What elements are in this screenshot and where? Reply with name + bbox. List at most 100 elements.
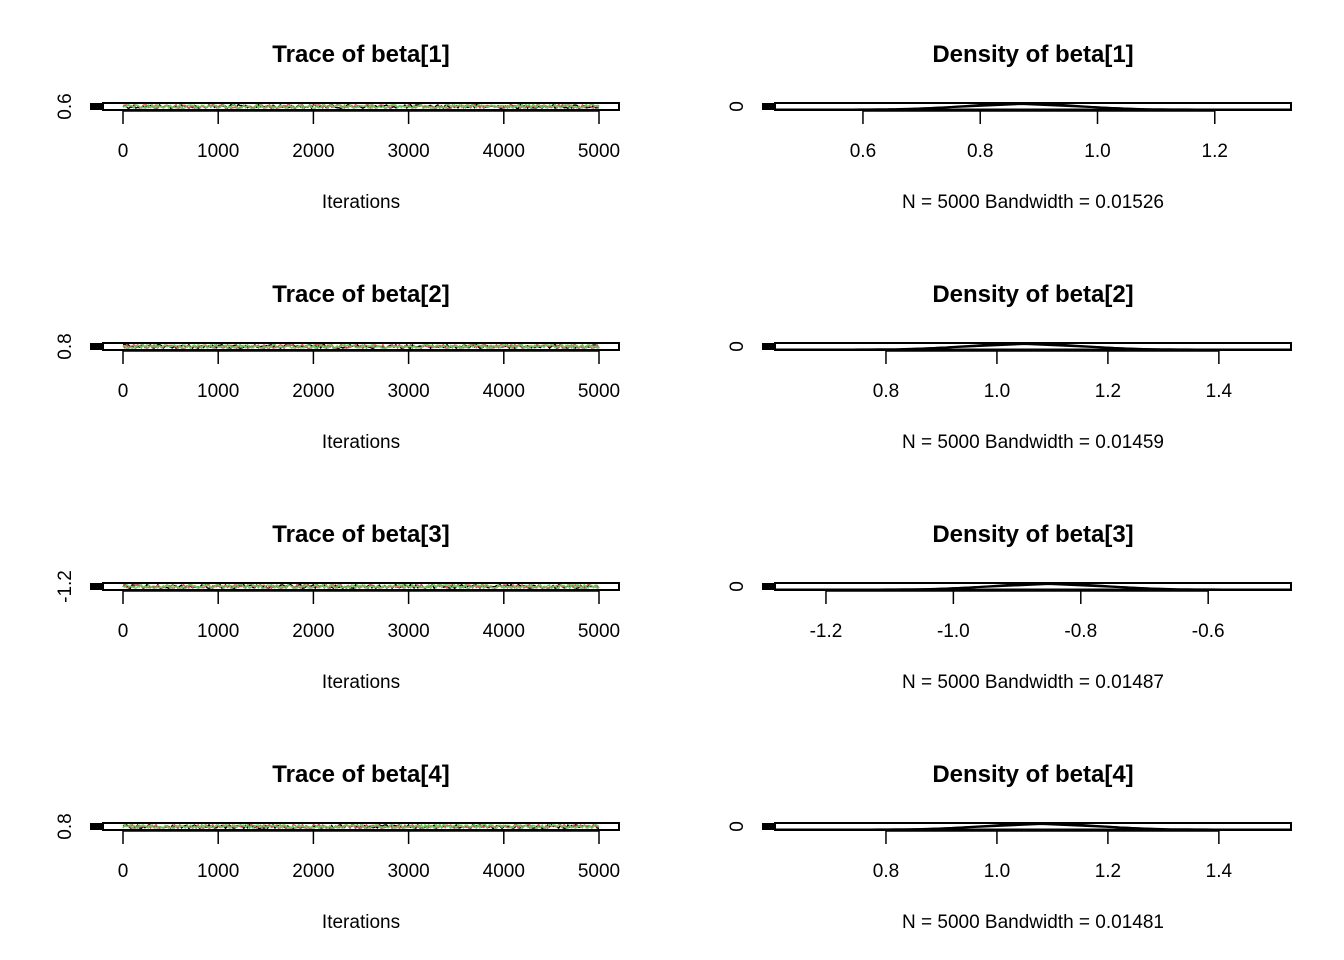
plot-frame [774,102,1292,111]
x-tick-label: 0.8 [873,861,899,882]
trace-panel-beta-1: Trace of beta[1] Iterations 0.6 0 1000 2000… [55,41,620,213]
x-tick-label: 1.2 [1095,381,1121,402]
density-panel-beta-3: Density of beta[3] N = 5000 Bandwidth = … [727,521,1292,693]
x-tick-label: 1.0 [984,381,1010,402]
x-tick-label: -1.2 [810,621,843,642]
x-tick-label: 2000 [292,141,334,162]
plot-frame [102,342,620,351]
density-title: Density of beta[3] [932,521,1133,548]
trace-line-chain-2 [122,823,600,830]
y-tick-label: 0 [727,341,748,352]
trace-xlabel: Iterations [322,432,400,453]
trace-line-chain-3 [122,343,600,350]
trace-plot-area: 0.8 0 1000 2000 3000 4000 5000 [55,333,620,402]
x-tick-label: 4000 [483,861,525,882]
x-tick-label: 1.0 [1084,141,1110,162]
trace-line-chain-3 [122,823,600,830]
x-tick-label: 0 [118,141,129,162]
density-plot-area: 0 0.6 0.8 1.0 1.2 [727,101,1292,162]
x-tick-label: 0 [118,861,129,882]
x-tick-label: 2000 [292,381,334,402]
x-tick-label: 3000 [387,141,429,162]
x-tick-label: 1.0 [984,861,1010,882]
y-axis-ticks [762,823,775,830]
density-panel-beta-1: Density of beta[1] N = 5000 Bandwidth = … [727,41,1292,213]
density-title: Density of beta[2] [932,281,1133,308]
x-tick-label: -1.0 [937,621,970,642]
x-tick-label: 1.4 [1206,381,1233,402]
y-axis-ticks [90,583,103,590]
x-tick-label: -0.8 [1064,621,1097,642]
plot-frame [774,822,1292,831]
x-tick-label: 0.8 [873,381,899,402]
x-tick-label: 1.2 [1202,141,1228,162]
x-tick-label: 3000 [387,861,429,882]
x-tick-label: -0.6 [1192,621,1225,642]
x-tick-label: 4000 [483,621,525,642]
y-axis-ticks [90,343,103,350]
y-axis-ticks [90,823,103,830]
y-tick-label: 0 [727,581,748,592]
y-tick-label: -1.2 [55,570,76,603]
x-tick-label: 1.4 [1206,861,1233,882]
y-tick-label: 0 [727,101,748,112]
x-tick-label: 3000 [387,621,429,642]
trace-line-chain-3 [122,583,600,591]
density-plot-area: 0 -1.2 -1.0 -0.8 -0.6 [727,581,1292,642]
density-title: Density of beta[1] [932,41,1133,68]
y-axis-ticks [762,583,775,590]
density-panel-beta-2: Density of beta[2] N = 5000 Bandwidth = … [727,281,1292,453]
x-tick-label: 2000 [292,861,334,882]
trace-xlabel: Iterations [322,672,400,693]
x-tick-label: 4000 [483,141,525,162]
density-xlabel: N = 5000 Bandwidth = 0.01487 [902,672,1164,693]
trace-title: Trace of beta[3] [272,521,449,548]
x-tick-label: 1.2 [1095,861,1121,882]
x-tick-label: 0 [118,381,129,402]
plot-frame [774,342,1292,351]
x-tick-label: 1000 [197,381,239,402]
trace-xlabel: Iterations [322,192,400,213]
plot-frame [774,582,1292,591]
x-tick-label: 1000 [197,621,239,642]
density-panel-beta-4: Density of beta[4] N = 5000 Bandwidth = … [727,761,1292,933]
plot-frame [102,822,620,831]
y-axis-ticks [762,103,775,110]
x-tick-label: 0.8 [967,141,993,162]
x-tick-label: 5000 [578,381,620,402]
trace-title: Trace of beta[1] [272,41,449,68]
x-tick-label: 1000 [197,861,239,882]
plot-frame [102,582,620,591]
x-tick-label: 3000 [387,381,429,402]
y-tick-label: 0.6 [55,93,76,119]
trace-panel-beta-3: Trace of beta[3] Iterations -1.2 0 1000 200… [55,521,620,693]
x-tick-label: 5000 [578,861,620,882]
x-tick-label: 5000 [578,621,620,642]
x-tick-label: 0.6 [850,141,876,162]
trace-xlabel: Iterations [322,912,400,933]
x-tick-label: 4000 [483,381,525,402]
x-tick-label: 1000 [197,141,239,162]
trace-title: Trace of beta[4] [272,761,449,788]
y-tick-label: 0.8 [55,813,76,839]
trace-panel-beta-4: Trace of beta[4] Iterations 0.8 0 1000 2000… [55,761,620,933]
trace-title: Trace of beta[2] [272,281,449,308]
y-tick-label: 0 [727,821,748,832]
density-xlabel: N = 5000 Bandwidth = 0.01526 [902,192,1164,213]
x-tick-label: 2000 [292,621,334,642]
density-plot-area: 0 0.8 1.0 1.2 1.4 [727,821,1292,882]
density-xlabel: N = 5000 Bandwidth = 0.01481 [902,912,1164,933]
y-axis-ticks [762,343,775,350]
trace-plot-area: 0.6 0 1000 2000 3000 4000 5000 [55,93,620,162]
density-xlabel: N = 5000 Bandwidth = 0.01459 [902,432,1164,453]
trace-panel-beta-2: Trace of beta[2] Iterations 0.8 0 1000 2000… [55,281,620,453]
density-plot-area: 0 0.8 1.0 1.2 1.4 [727,341,1292,402]
x-tick-label: 5000 [578,141,620,162]
density-title: Density of beta[4] [932,761,1133,788]
trace-plot-area: -1.2 0 1000 2000 3000 4000 5000 [55,570,620,642]
plot-frame [102,102,620,111]
trace-line-chain-3 [122,102,600,110]
y-axis-ticks [90,103,103,110]
